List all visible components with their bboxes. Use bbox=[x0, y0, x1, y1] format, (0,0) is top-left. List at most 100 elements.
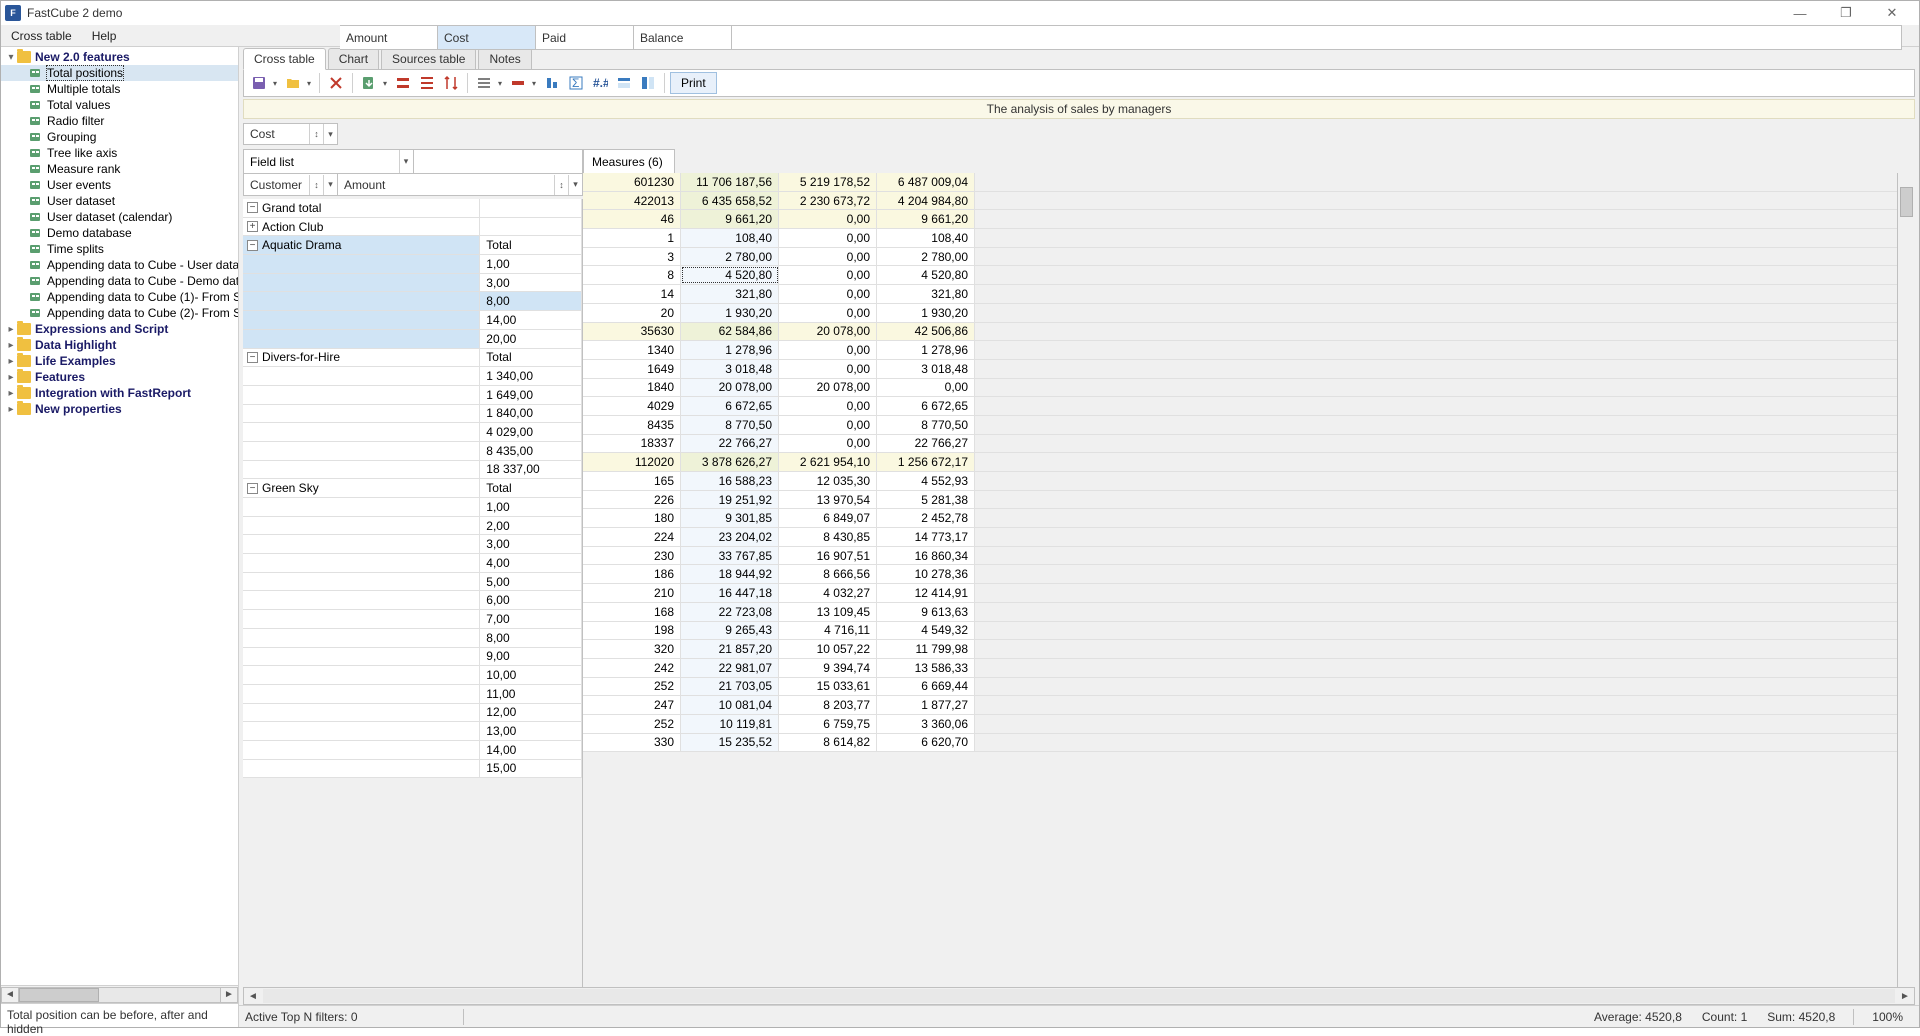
data-cell[interactable]: 330 bbox=[583, 734, 681, 752]
data-cell[interactable]: 9 661,20 bbox=[681, 210, 779, 228]
tree-item[interactable]: User dataset (calendar) bbox=[1, 209, 238, 225]
data-cell[interactable]: 9 301,85 bbox=[681, 509, 779, 527]
row-header-row[interactable]: 1 649,00 bbox=[243, 386, 582, 405]
data-cell[interactable]: 242 bbox=[583, 659, 681, 677]
data-cell[interactable]: 8 666,56 bbox=[779, 565, 877, 583]
row-customer-cell[interactable] bbox=[243, 554, 480, 572]
data-cell[interactable]: 12 035,30 bbox=[779, 472, 877, 490]
data-cell[interactable]: 20 078,00 bbox=[681, 379, 779, 397]
page-dim-cost[interactable]: Cost ↕ ▾ bbox=[243, 123, 338, 145]
row-customer-cell[interactable] bbox=[243, 330, 480, 348]
column-header[interactable]: Amount bbox=[340, 26, 438, 50]
row-amount-cell[interactable]: 5,00 bbox=[480, 573, 582, 591]
data-cell[interactable]: 4 520,80 bbox=[877, 266, 975, 284]
row-customer-cell[interactable]: −Divers-for-Hire bbox=[243, 349, 480, 367]
row-customer-cell[interactable] bbox=[243, 461, 480, 479]
dropdown-icon[interactable]: ▾ bbox=[323, 175, 337, 195]
sort-icon[interactable]: ↕ bbox=[554, 175, 568, 195]
data-cell[interactable]: 6 672,65 bbox=[877, 397, 975, 415]
row-expander-icon[interactable]: + bbox=[247, 221, 258, 232]
data-cell[interactable]: 10 278,36 bbox=[877, 565, 975, 583]
tab-chart[interactable]: Chart bbox=[328, 48, 379, 69]
row-customer-cell[interactable] bbox=[243, 311, 480, 329]
format-icon[interactable]: #.# bbox=[589, 72, 611, 94]
row-amount-cell[interactable]: 9,00 bbox=[480, 648, 582, 666]
tree-item[interactable]: Tree like axis bbox=[1, 145, 238, 161]
row-amount-cell[interactable]: 1,00 bbox=[480, 498, 582, 516]
fields-icon[interactable] bbox=[613, 72, 635, 94]
row-customer-cell[interactable] bbox=[243, 629, 480, 647]
dropdown-icon[interactable]: ▾ bbox=[568, 175, 582, 195]
data-cell[interactable]: 22 766,27 bbox=[877, 435, 975, 453]
row-header-row[interactable]: −Green SkyTotal bbox=[243, 479, 582, 498]
tree-item[interactable]: Total values bbox=[1, 97, 238, 113]
data-cell[interactable]: 20 bbox=[583, 304, 681, 322]
totals-icon[interactable]: Σ bbox=[565, 72, 587, 94]
data-cell[interactable]: 3 878 626,27 bbox=[681, 453, 779, 471]
data-cell[interactable]: 8435 bbox=[583, 416, 681, 434]
data-cell[interactable]: 0,00 bbox=[779, 248, 877, 266]
expander-icon[interactable]: ▸ bbox=[5, 388, 17, 399]
page-dim-drop-area[interactable] bbox=[414, 149, 584, 174]
row-amount-cell[interactable]: 8 435,00 bbox=[480, 442, 582, 460]
scroll-track[interactable] bbox=[19, 987, 220, 1003]
data-cell[interactable]: 16 860,34 bbox=[877, 547, 975, 565]
row-customer-cell[interactable]: +Action Club bbox=[243, 218, 480, 236]
dropdown-icon[interactable]: ▾ bbox=[399, 150, 413, 173]
data-cell[interactable]: 35630 bbox=[583, 323, 681, 341]
column-header[interactable]: Cost bbox=[438, 26, 536, 50]
vscrollbar[interactable] bbox=[1897, 173, 1915, 987]
data-cell[interactable]: 321,80 bbox=[681, 285, 779, 303]
dropdown-icon[interactable]: ▾ bbox=[323, 124, 337, 144]
data-cell[interactable]: 6 620,70 bbox=[877, 734, 975, 752]
expander-icon[interactable]: ▸ bbox=[5, 404, 17, 415]
data-cell[interactable]: 20 078,00 bbox=[779, 379, 877, 397]
data-cell[interactable]: 1 bbox=[583, 229, 681, 247]
open-icon[interactable] bbox=[282, 72, 304, 94]
row-customer-cell[interactable]: −Grand total bbox=[243, 199, 480, 217]
data-cell[interactable]: 5 281,38 bbox=[877, 491, 975, 509]
tree-folder[interactable]: ▾New 2.0 features bbox=[1, 49, 238, 65]
expander-icon[interactable]: ▸ bbox=[5, 356, 17, 367]
data-cell[interactable]: 1 278,96 bbox=[877, 341, 975, 359]
row-amount-cell[interactable]: 1 340,00 bbox=[480, 367, 582, 385]
measures-header[interactable]: Measures (6) bbox=[583, 149, 675, 174]
scroll-left-icon[interactable]: ◄ bbox=[1, 987, 19, 1003]
data-cell[interactable]: 247 bbox=[583, 696, 681, 714]
data-cell[interactable]: 22 981,07 bbox=[681, 659, 779, 677]
row-header-row[interactable]: −Aquatic DramaTotal bbox=[243, 236, 582, 255]
data-cell[interactable]: 4 552,93 bbox=[877, 472, 975, 490]
data-cell[interactable]: 8 bbox=[583, 266, 681, 284]
data-cell[interactable]: 6 669,44 bbox=[877, 678, 975, 696]
row-customer-cell[interactable] bbox=[243, 517, 480, 535]
row-customer-cell[interactable] bbox=[243, 610, 480, 628]
row-amount-cell[interactable]: 20,00 bbox=[480, 330, 582, 348]
row-customer-cell[interactable] bbox=[243, 498, 480, 516]
tree-item[interactable]: Total positions bbox=[1, 65, 238, 81]
row-header-row[interactable]: 7,00 bbox=[243, 610, 582, 629]
row-customer-cell[interactable] bbox=[243, 405, 480, 423]
export-icon[interactable] bbox=[358, 72, 380, 94]
row-header-row[interactable]: 1 840,00 bbox=[243, 405, 582, 424]
data-cell[interactable]: 11 706 187,56 bbox=[681, 173, 779, 191]
tree-folder[interactable]: ▸Features bbox=[1, 369, 238, 385]
data-cell[interactable]: 6 435 658,52 bbox=[681, 192, 779, 210]
tree-folder[interactable]: ▸Integration with FastReport bbox=[1, 385, 238, 401]
row-header-row[interactable]: 15,00 bbox=[243, 760, 582, 779]
row-header-row[interactable]: 1 340,00 bbox=[243, 367, 582, 386]
data-cell[interactable]: 1 930,20 bbox=[681, 304, 779, 322]
tab-sources-table[interactable]: Sources table bbox=[381, 48, 476, 69]
tree-item[interactable]: Measure rank bbox=[1, 161, 238, 177]
data-cell[interactable]: 3 018,48 bbox=[877, 360, 975, 378]
data-cell[interactable]: 2 780,00 bbox=[877, 248, 975, 266]
data-cell[interactable]: 186 bbox=[583, 565, 681, 583]
row-header-row[interactable]: 6,00 bbox=[243, 591, 582, 610]
row-customer-cell[interactable] bbox=[243, 685, 480, 703]
data-cell[interactable]: 0,00 bbox=[877, 379, 975, 397]
data-cell[interactable]: 0,00 bbox=[779, 360, 877, 378]
data-cell[interactable]: 108,40 bbox=[877, 229, 975, 247]
row-amount-cell[interactable]: 1,00 bbox=[480, 255, 582, 273]
data-cell[interactable]: 3 360,06 bbox=[877, 715, 975, 733]
data-cell[interactable]: 42 506,86 bbox=[877, 323, 975, 341]
data-cell[interactable]: 4 204 984,80 bbox=[877, 192, 975, 210]
